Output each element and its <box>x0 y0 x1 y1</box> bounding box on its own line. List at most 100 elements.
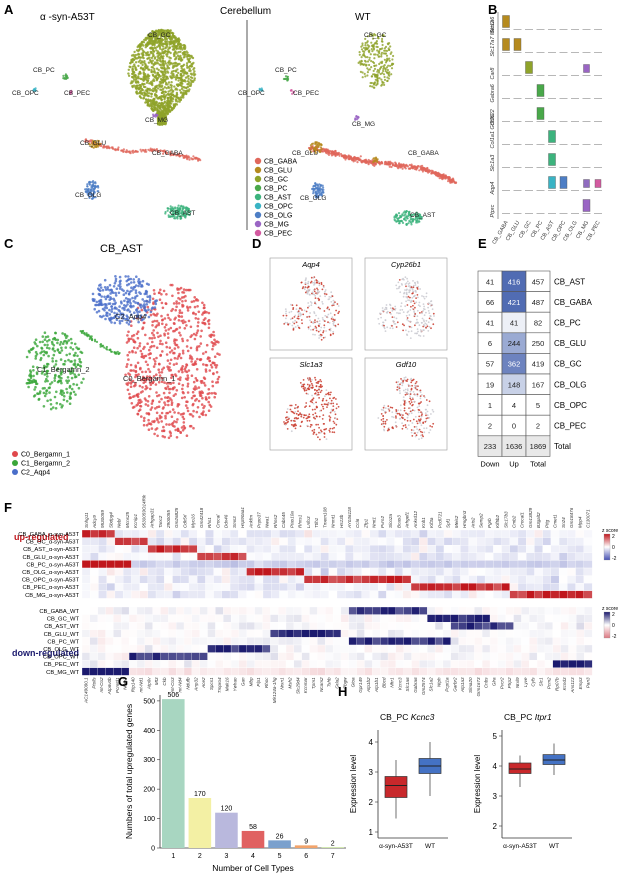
heatmap-down-cell <box>332 637 342 646</box>
heatmap-down-cell <box>521 614 530 623</box>
heatmap-down-cell <box>121 629 130 638</box>
heatmap-down-cell <box>529 614 538 623</box>
heatmap-up-gene: Sms3 <box>232 516 237 528</box>
heatmap-down-cell <box>121 637 130 646</box>
heatmap-up-cell <box>81 567 91 576</box>
heatmap-up-cell <box>114 583 124 591</box>
heatmap-up-cell <box>345 583 354 591</box>
legend-label-cb_glu: CB_GLU <box>264 168 292 175</box>
heatmap-down-cell <box>466 629 475 638</box>
heatmap-up-cell <box>147 545 157 553</box>
heatmap-up-cell <box>271 529 280 538</box>
heatmap-up-cell <box>106 583 116 591</box>
heatmap-up-cell <box>410 575 420 584</box>
heatmap-down-cell <box>183 667 193 676</box>
heatmap-up-cell <box>542 590 552 599</box>
heatmap-up-cell <box>122 529 132 538</box>
heatmap-up-cell <box>509 575 519 584</box>
heatmap-up-cell <box>139 560 149 569</box>
heatmap-up-cell <box>336 560 346 569</box>
heatmap-up-cell <box>402 583 412 591</box>
heatmap-up-cell <box>254 567 264 576</box>
heatmap-up-cell <box>501 537 511 546</box>
heatmap-down-cell <box>136 622 146 630</box>
heatmap-down-gene: Pvcr2 <box>499 677 504 689</box>
heatmap-down-cell <box>505 614 514 623</box>
heatmap-down-gene: Anp32 <box>193 677 198 692</box>
bar-5 <box>268 840 291 848</box>
heatmap-up-gene: Slc17b3 <box>503 511 508 528</box>
bar-3 <box>215 812 238 848</box>
heatmap-down-cell <box>544 622 554 630</box>
heatmap-up-gene: 9530059O14Rik <box>141 494 146 528</box>
boxplot-ytick-label: 2 <box>369 798 374 807</box>
heatmap-down-gene: Ptrp2 <box>507 677 512 688</box>
heatmap-up-cell <box>419 583 428 591</box>
heatmap-up-cell <box>155 537 165 546</box>
heatmap-up-cell <box>435 567 445 576</box>
chart-g-ytick-label: 200 <box>143 787 155 794</box>
heatmap-down-cell <box>395 629 405 638</box>
heatmap-down-cell <box>246 660 256 668</box>
heatmap-up-cell <box>435 545 445 553</box>
heatmap-down-cell <box>403 667 412 676</box>
heatmap-up-cell <box>122 552 132 561</box>
heatmap-up-cell <box>427 560 437 569</box>
heatmap-down-cell <box>497 660 507 668</box>
feature-plot-points <box>377 376 435 440</box>
heatmap-down-cell <box>481 606 491 615</box>
heatmap-up-cell <box>205 560 215 569</box>
heatmap-up-cell <box>213 567 223 576</box>
heatmap-down-gene: Atp1b2 <box>366 677 371 693</box>
heatmap-down-cell <box>325 614 334 623</box>
heatmap-down-gene: Msh2 <box>287 677 292 689</box>
heatmap-up-cell <box>320 590 330 599</box>
heatmap-up-cell <box>180 537 190 546</box>
table-value: 2 <box>488 422 492 431</box>
heatmap-down-cell <box>270 637 279 646</box>
heatmap-up-cell <box>567 583 577 591</box>
violin-gene-label: Cdh22 <box>490 109 496 125</box>
heatmap-down-cell <box>160 614 169 623</box>
heatmap-up-cell <box>164 552 173 561</box>
heatmap-up-cell <box>312 545 322 553</box>
heatmap-down-cell <box>481 667 491 676</box>
heatmap-up-cell <box>197 583 206 591</box>
table-col-label-down: Down <box>480 459 499 468</box>
chart-g-ytick-label: 0 <box>151 846 155 853</box>
heatmap-down-cell <box>529 660 538 668</box>
heatmap-down-cell <box>81 614 91 623</box>
heatmap-up-cell <box>320 545 330 553</box>
heatmap-down-cell <box>160 644 169 653</box>
heatmap-up-cell <box>213 590 223 599</box>
heatmap-down-cell <box>395 637 405 646</box>
heatmap-up-cell <box>550 583 560 591</box>
heatmap-down-cell <box>372 629 381 638</box>
chart-g-xtick-label-2: 2 <box>198 853 202 860</box>
heatmap-up-cell <box>271 560 280 569</box>
table-value: 1869 <box>530 442 547 451</box>
heatmap-up-cell <box>180 590 190 599</box>
heatmap-up-cell <box>435 575 445 584</box>
heatmap-down-cell <box>552 622 562 630</box>
heatmap-down-cell <box>199 622 208 630</box>
heatmap-down-cell <box>285 637 295 646</box>
heatmap-down-cell <box>277 614 287 623</box>
heatmap-up-cell <box>271 552 280 561</box>
heatmap-down-cell <box>168 614 177 623</box>
heatmap-down-cell <box>434 652 444 661</box>
heatmap-up-cell <box>254 545 264 553</box>
heatmap-down-cell <box>152 629 161 638</box>
heatmap-up-gene: Nmt1 <box>372 517 377 528</box>
heatmap-up-cell <box>369 583 379 591</box>
heatmap-down-cell <box>238 606 248 615</box>
heatmap-up-cell <box>221 575 231 584</box>
heatmap-up-cell <box>353 575 363 584</box>
heatmap-down-cell <box>340 637 350 646</box>
table-row-label: CB_GLU <box>554 339 586 348</box>
heatmap-f: Snhg11 Adcy9 9530059 Sbdpg4 Nebl Mcns25 Kcnip1… <box>18 494 618 704</box>
heatmap-down-cell <box>223 644 232 653</box>
heatmap-up-cell <box>550 545 560 553</box>
heatmap-up-cell <box>402 567 412 576</box>
table-row-label: CB_GABA <box>554 298 592 307</box>
